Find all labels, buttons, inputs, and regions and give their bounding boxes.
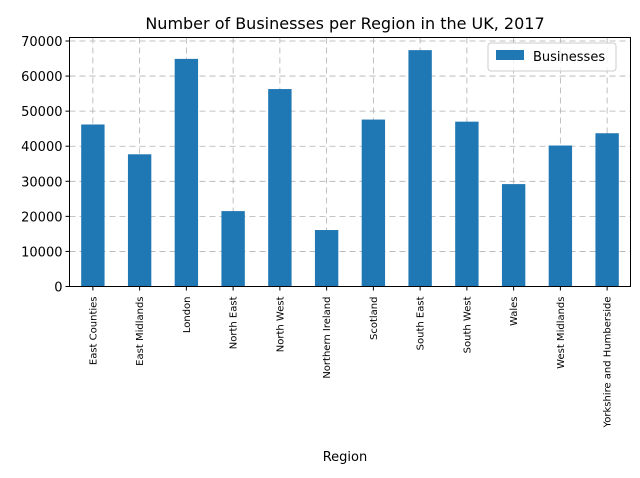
bar: [361, 119, 386, 287]
x-tick-label: South East: [416, 296, 427, 350]
y-axis: 0 10000 20000 30000 40000 50000 60000 70000: [21, 35, 70, 296]
bar: [548, 145, 573, 287]
bar: [127, 154, 152, 287]
plot-frame: [69, 37, 631, 287]
x-tick-label: North West: [275, 296, 286, 352]
x-tick-label: East Counties: [88, 297, 99, 366]
x-tick-label: North East: [229, 296, 240, 349]
legend-swatch: [496, 50, 524, 60]
grid: [69, 37, 631, 287]
legend-label: Businesses: [533, 50, 605, 65]
y-tick-label: 30000: [21, 175, 62, 190]
x-tick-label: South West: [462, 296, 473, 353]
x-tick-label: East Midlands: [135, 297, 146, 366]
y-tick-label: 60000: [21, 70, 62, 85]
y-tick-label: 20000: [21, 210, 62, 225]
x-axis: East Counties East Midlands London North Ea…: [88, 286, 614, 429]
bars: [81, 50, 619, 287]
bar: [81, 124, 105, 287]
bar: [501, 184, 526, 287]
bar: [268, 89, 292, 287]
bar: [408, 50, 432, 287]
x-tick-label: Northern Ireland: [322, 297, 333, 379]
x-tick-label: London: [182, 297, 193, 334]
bar: [455, 121, 479, 287]
x-tick-label: Wales: [509, 297, 520, 327]
chart-title: Number of Businesses per Region in the U…: [145, 14, 544, 33]
bar: [314, 230, 339, 287]
bar: [221, 211, 245, 287]
bar: [174, 58, 199, 287]
bar: [595, 133, 619, 287]
x-tick-label: Yorkshire and Humberside: [603, 297, 614, 429]
x-axis-label: Region: [323, 450, 368, 465]
y-tick-label: 50000: [21, 105, 62, 120]
y-tick-label: 40000: [21, 140, 62, 155]
x-tick-label: West Midlands: [556, 297, 567, 369]
x-tick-label: Scotland: [369, 297, 380, 340]
legend: Businesses: [487, 42, 617, 72]
y-tick-label: 0: [54, 281, 62, 296]
y-tick-label: 10000: [21, 245, 62, 260]
y-tick-label: 70000: [21, 35, 62, 50]
